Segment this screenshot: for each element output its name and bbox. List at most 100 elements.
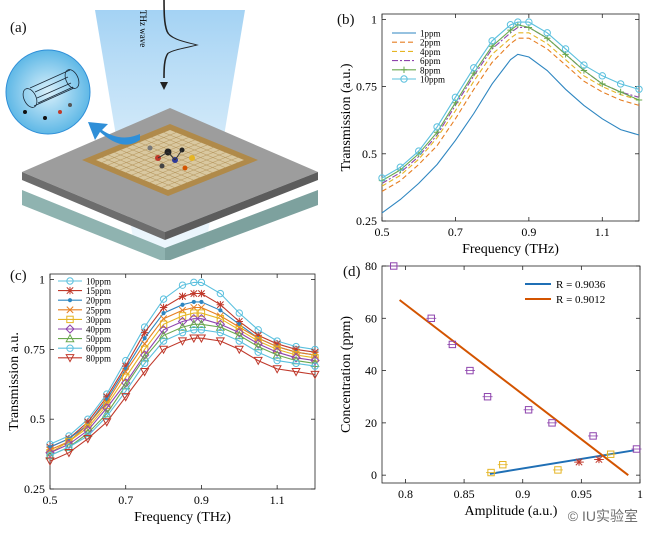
chart-c-point-80ppm xyxy=(64,449,74,458)
chart-d-point xyxy=(499,460,507,469)
substrate-side-left xyxy=(22,190,165,262)
chart-d-ytick-label: 20 xyxy=(365,416,377,430)
chart-b-legend-label: 10ppm xyxy=(420,75,445,85)
molecules xyxy=(147,145,195,171)
chart-c-point-30ppm xyxy=(197,309,206,317)
chart-c-point-40ppm xyxy=(45,447,55,458)
chart-b-ylabel: Transmission (a.u.) xyxy=(339,63,354,171)
chart-b-series-line-10ppm xyxy=(381,21,640,179)
chart-c-point-30ppm xyxy=(190,309,198,317)
chart-c-point-30ppm xyxy=(178,312,187,320)
chart-c-point-40ppm xyxy=(177,316,188,327)
chart-c-legend-marker xyxy=(66,277,74,285)
chart-c-point-30ppm xyxy=(46,449,54,457)
chart-c-point-60ppm xyxy=(178,328,187,337)
chart-b-legend-label: 6ppm xyxy=(420,56,441,66)
chart-b-point-10ppm xyxy=(635,85,643,93)
chart-c-point-40ppm xyxy=(102,403,112,413)
nanotube-icon xyxy=(22,69,80,108)
chart-c-legend-marker xyxy=(66,306,74,314)
chart-b-legend-marker xyxy=(400,75,408,83)
chart-b-xtick-label: 0.9 xyxy=(521,225,536,239)
chart-c-point-15ppm xyxy=(103,393,111,401)
chart-d-ytick-label: 0 xyxy=(371,468,377,482)
chart-c-legend-label: 30ppm xyxy=(86,315,111,325)
chart-c-point-20ppm xyxy=(142,336,147,341)
chart-c-point-10ppm xyxy=(159,295,168,303)
chart-b-ytick-label: 1 xyxy=(371,12,377,26)
chart-b-point-10ppm xyxy=(543,29,551,37)
chart-b-xtick-label: 0.7 xyxy=(448,225,463,239)
chart-b-point-10ppm xyxy=(470,64,478,72)
chart-c-legend-label: 40ppm xyxy=(86,325,111,335)
chart-c-point-80ppm xyxy=(140,368,150,377)
chart-d-svg: 0.8 0.85 0.9 0.95 1 0 20 40 60 80 Amplitude (a.u.)… xyxy=(339,259,643,519)
chart-c-legend-marker xyxy=(65,333,75,343)
chart-b-legend-label: 4ppm xyxy=(420,47,441,57)
chart-c-series-line-10ppm xyxy=(49,281,316,445)
chart-c-point-80ppm xyxy=(45,457,55,466)
chart-b-series-line-1ppm xyxy=(381,53,640,214)
schematic-illustration: THz wave xyxy=(5,0,318,262)
chart-c-point-80ppm xyxy=(158,345,169,355)
chart-b-point-8ppm xyxy=(635,96,643,104)
chart-d-xtick-label: 0.95 xyxy=(571,487,592,501)
chart-c-point-15ppm xyxy=(190,289,198,298)
panel-label-c: (c) xyxy=(10,268,27,284)
chart-d-point xyxy=(575,458,583,466)
chart-c-series-line-50ppm xyxy=(49,323,316,457)
chart-c-point-60ppm xyxy=(65,443,73,451)
chart-b-point-10ppm xyxy=(514,18,522,26)
chart-d-point xyxy=(448,340,457,349)
chart-c-xlabel: Frequency (THz) xyxy=(134,510,231,525)
chart-b-point-10ppm xyxy=(506,21,515,29)
chart-c-point-40ppm xyxy=(272,347,282,357)
chart-b-point-10ppm xyxy=(378,174,386,182)
chart-c-point-60ppm xyxy=(190,326,198,334)
chart-c-point-20ppm xyxy=(237,322,242,327)
chart-b-series-line-2ppm xyxy=(381,37,640,192)
chart-c-point-20ppm xyxy=(180,302,185,307)
chart-c-point-15ppm xyxy=(178,292,187,301)
chart-d-point xyxy=(487,468,495,477)
chart-b-xlabel: Frequency (THz) xyxy=(462,242,559,257)
chart-c-point-30ppm xyxy=(311,354,319,362)
chart-c-ytick-label: 1 xyxy=(39,273,45,287)
chart-c-point-60ppm xyxy=(103,412,111,421)
chart-c-point-60ppm xyxy=(159,337,168,345)
chart-c-point-15ppm xyxy=(140,328,149,337)
chart-c-point-60ppm xyxy=(46,451,54,460)
chart-b-legend-label: 8ppm xyxy=(420,65,441,75)
chart-c-point-10ppm xyxy=(235,309,243,317)
chart-c-point-40ppm xyxy=(215,319,226,329)
chart-c-point-50ppm xyxy=(158,330,169,340)
chart-c-legend-marker xyxy=(66,315,74,324)
chart-c-point-80ppm xyxy=(272,365,282,374)
chart-c-legend-marker xyxy=(66,344,74,352)
chart-b-ytick-label: 0.5 xyxy=(362,147,377,161)
chart-d-point xyxy=(606,450,615,458)
chart-c-point-40ppm xyxy=(253,339,263,349)
chart-c-legend-marker xyxy=(67,298,73,303)
panel-label-d: (d) xyxy=(343,264,361,280)
chart-c-point-15ppm xyxy=(254,331,262,340)
chart-c-legend-label: 25ppm xyxy=(86,305,111,315)
chart-c-xtick-label: 0.7 xyxy=(118,493,133,507)
chart-c-point-40ppm xyxy=(189,313,199,324)
chart-d-xtick-label: 0.8 xyxy=(398,487,413,501)
chart-d-xtick-label: 0.9 xyxy=(515,487,530,501)
chart-b-legend-label: 2ppm xyxy=(420,38,441,48)
chart-d-legend-label: R = 0.9036 xyxy=(556,279,606,291)
chart-b-xtick-label: 1.1 xyxy=(595,225,610,239)
chart-c-series-line-80ppm xyxy=(49,337,316,462)
chart-c-point-40ppm xyxy=(291,353,301,363)
chart-c-point-15ppm xyxy=(122,362,130,370)
chart-c-point-80ppm xyxy=(83,435,93,444)
chart-d-point xyxy=(548,419,556,427)
chart-c-point-60ppm xyxy=(197,326,206,334)
chart-c-point-40ppm xyxy=(310,355,320,366)
chart-c-point-40ppm xyxy=(139,350,150,360)
chart-b-point-10ppm xyxy=(561,45,570,53)
chart-c-point-10ppm xyxy=(197,278,206,287)
